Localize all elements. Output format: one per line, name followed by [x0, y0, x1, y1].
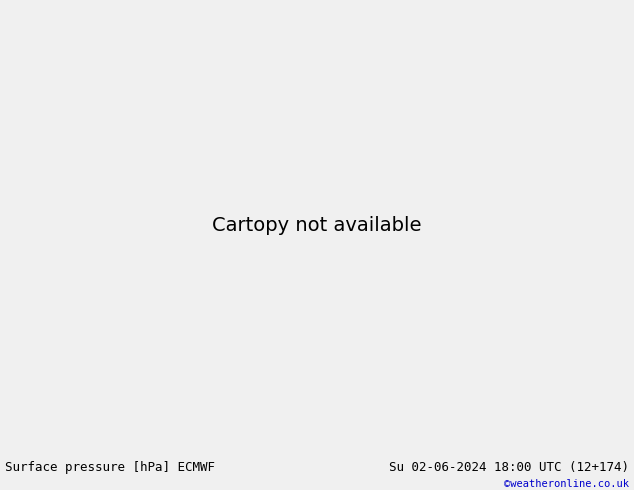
Text: Surface pressure [hPa] ECMWF: Surface pressure [hPa] ECMWF: [5, 462, 215, 474]
Text: ©weatheronline.co.uk: ©weatheronline.co.uk: [504, 479, 629, 489]
Text: Su 02-06-2024 18:00 UTC (12+174): Su 02-06-2024 18:00 UTC (12+174): [389, 462, 629, 474]
Text: Cartopy not available: Cartopy not available: [212, 216, 422, 235]
